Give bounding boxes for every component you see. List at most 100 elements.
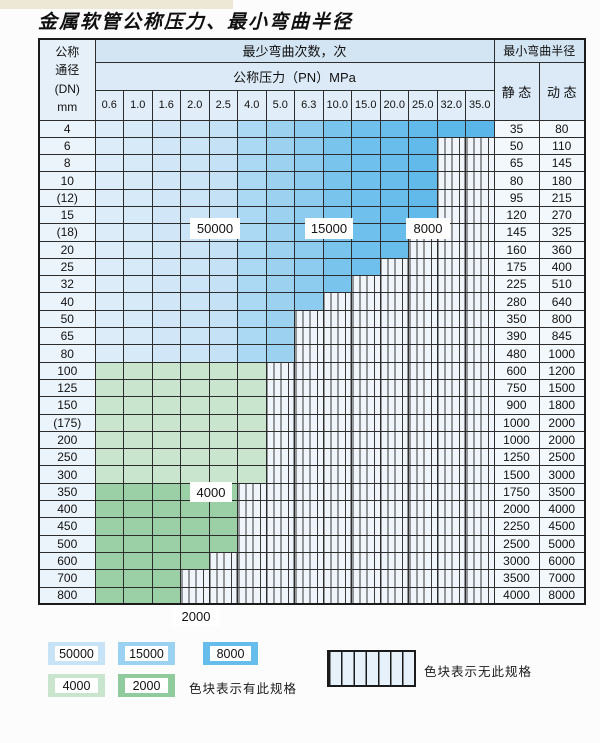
spec-cell: [379, 119, 409, 138]
dn-label: 500: [38, 534, 96, 553]
spec-cell: [322, 240, 352, 259]
no-spec-cell: [436, 448, 466, 467]
dn-label: 4: [38, 119, 96, 138]
spec-cell: [237, 344, 267, 363]
no-spec-cell: [408, 551, 438, 571]
no-spec-cell: [351, 327, 381, 346]
pressure-value-header: 15.0: [351, 89, 381, 121]
no-spec-cell: [408, 327, 438, 346]
spec-cell: [180, 396, 210, 415]
no-spec-cell: [465, 482, 495, 502]
static-radius-value: 1500: [493, 465, 540, 484]
dynamic-radius-value: 8000: [538, 586, 586, 605]
spec-cell: [265, 119, 295, 138]
spec-cell: [237, 205, 267, 225]
no-spec-cell: [465, 448, 495, 467]
table-row-dn-25: 25 175 400: [38, 257, 586, 277]
spec-cell: [94, 465, 124, 484]
spec-cell: [180, 154, 210, 173]
no-spec-cell: [465, 430, 495, 450]
no-spec-cell: [265, 551, 295, 571]
spec-cell: [123, 551, 153, 571]
no-spec-cell: [465, 205, 495, 225]
spec-cell: [94, 275, 124, 294]
spec-cell: [351, 223, 381, 242]
spec-cell: [180, 448, 210, 467]
spec-cell: [180, 361, 210, 380]
dn-label: 200: [38, 430, 96, 450]
no-spec-cell: [351, 292, 381, 311]
spec-cell: [94, 482, 124, 502]
spec-cell: [265, 240, 295, 259]
spec-cell: [237, 171, 267, 190]
no-spec-cell: [379, 275, 409, 294]
spec-cell: [123, 171, 153, 190]
no-spec-cell: [351, 361, 381, 380]
spec-cell: [94, 569, 124, 588]
legend-has-spec-text: 色块表示有此规格: [189, 682, 298, 696]
no-spec-cell: [465, 534, 495, 553]
no-spec-cell: [408, 500, 438, 519]
legend-swatch-15000: 15000: [118, 642, 175, 665]
spec-cell: [151, 500, 181, 519]
no-spec-cell: [237, 586, 267, 605]
spec-cell: [151, 292, 181, 311]
spec-cell: [379, 223, 409, 242]
no-spec-cell: [237, 569, 267, 588]
no-spec-cell: [465, 136, 495, 156]
pressure-value-header: 20.0: [379, 89, 409, 121]
no-spec-cell: [408, 378, 438, 398]
spec-cell: [208, 517, 238, 536]
pressure-value-header: 0.6: [94, 89, 124, 121]
no-spec-cell: [436, 482, 466, 502]
spec-cell: [237, 465, 267, 484]
static-radius-value: 2500: [493, 534, 540, 553]
no-spec-cell: [408, 275, 438, 294]
spec-cell: [322, 136, 352, 156]
dn-label: 600: [38, 551, 96, 571]
table-row-dn-40: 40 280 640: [38, 292, 586, 311]
spec-cell: [123, 223, 153, 242]
no-spec-cell: [322, 361, 352, 380]
static-radius-value: 3000: [493, 551, 540, 571]
no-spec-cell: [465, 344, 495, 363]
spec-cell: [265, 309, 295, 329]
no-spec-cell: [465, 569, 495, 588]
spec-cell: [180, 275, 210, 294]
spec-cell: [151, 534, 181, 553]
no-spec-cell: [322, 292, 352, 311]
no-spec-cell: [436, 517, 466, 536]
table-row-dn-6: 6 50 110: [38, 136, 586, 156]
spec-cell: [180, 327, 210, 346]
no-spec-cell: [436, 188, 466, 207]
spec-cell: [123, 275, 153, 294]
no-spec-cell: [379, 500, 409, 519]
spec-cell: [180, 500, 210, 519]
dn-label: 350: [38, 482, 96, 502]
dynamic-radius-value: 4000: [538, 500, 586, 519]
dynamic-radius-value: 6000: [538, 551, 586, 571]
spec-cell: [208, 413, 238, 432]
no-spec-cell: [265, 396, 295, 415]
spec-cell: [237, 188, 267, 207]
spec-cell: [123, 586, 153, 605]
spec-cell: [465, 119, 495, 138]
dynamic-radius-value: 215: [538, 188, 586, 207]
no-spec-cell: [351, 586, 381, 605]
dn-label: (18): [38, 223, 96, 242]
spec-cell: [151, 396, 181, 415]
dynamic-radius-value: 80: [538, 119, 586, 138]
static-radius-value: 120: [493, 205, 540, 225]
no-spec-cell: [208, 569, 238, 588]
spec-cell: [180, 551, 210, 571]
pressure-value-header: 5.0: [265, 89, 295, 121]
no-spec-cell: [351, 517, 381, 536]
no-spec-cell: [436, 171, 466, 190]
spec-cell: [408, 188, 438, 207]
spec-cell: [94, 534, 124, 553]
pressure-value-header: 35.0: [465, 89, 495, 121]
pressure-value-header: 1.6: [151, 89, 181, 121]
no-spec-cell: [379, 465, 409, 484]
spec-cell: [94, 413, 124, 432]
spec-cell: [123, 205, 153, 225]
